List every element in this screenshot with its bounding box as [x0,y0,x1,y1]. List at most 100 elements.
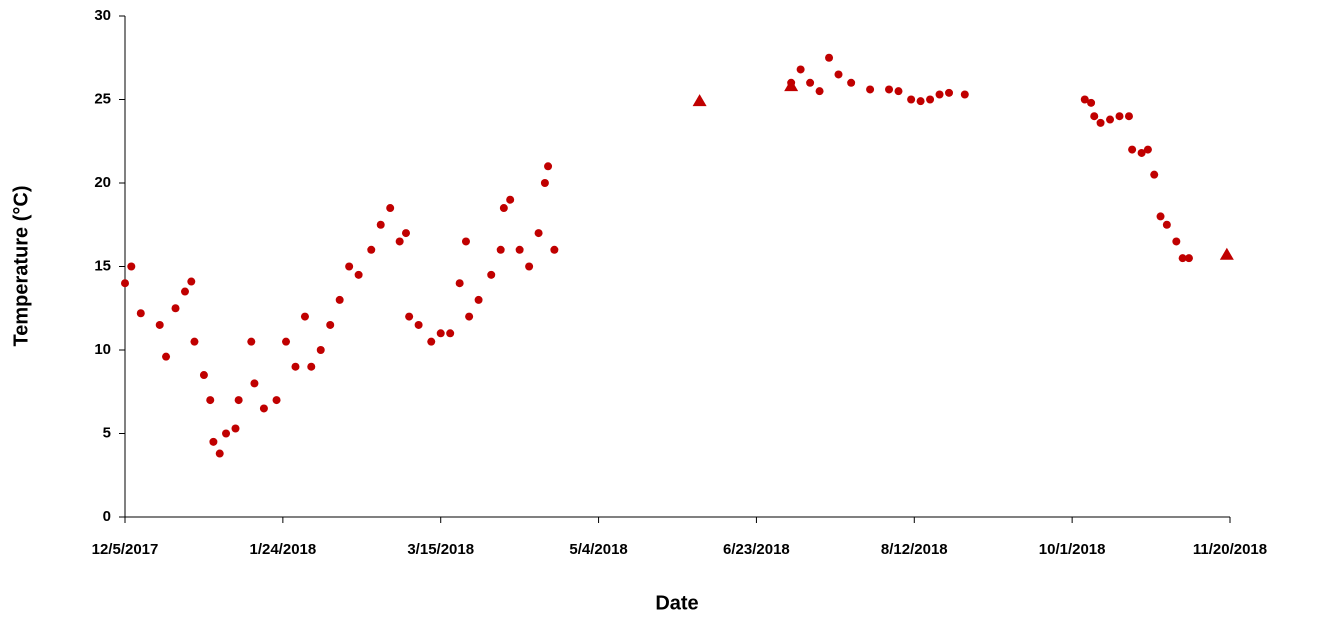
point [259,404,268,413]
point [544,162,553,171]
point [1150,170,1159,179]
point [247,337,256,346]
point [834,70,843,79]
point [1080,95,1089,104]
x-tick-label: 1/24/2018 [249,541,316,558]
point [461,237,470,246]
point [945,88,954,97]
point [1137,148,1146,157]
x-tick-label: 10/1/2018 [1039,541,1106,558]
point [496,245,505,254]
point [1143,145,1152,154]
point [525,262,534,271]
x-tick-label: 11/20/2018 [1193,541,1267,558]
point [806,78,815,87]
point [1172,237,1181,246]
point [316,346,325,354]
point [1156,212,1165,221]
point [935,90,944,99]
point [395,237,404,246]
point [326,320,335,329]
point [1096,118,1105,127]
point [121,279,129,288]
point [300,312,309,321]
point [796,65,805,74]
y-tick-label: 25 [94,90,111,107]
point [540,179,549,187]
point [209,437,218,446]
point [1178,254,1187,263]
point [401,229,410,238]
point [1184,254,1193,263]
point [405,312,414,321]
point [960,90,969,99]
y-tick-label: 15 [94,257,111,274]
point [885,85,894,94]
point [1106,115,1115,124]
point [866,85,875,94]
point [345,262,354,271]
triangle-point [784,79,799,92]
point [1124,112,1133,121]
point [367,245,376,254]
point [916,97,925,106]
point [926,95,935,104]
y-tick-label: 20 [94,174,111,191]
x-tick-label: 5/4/2018 [569,541,627,558]
point [534,229,543,238]
point [1087,98,1096,107]
point [162,352,171,361]
x-tick-label: 8/12/2018 [881,541,948,558]
point [187,277,196,286]
point [455,279,464,288]
point [231,424,240,433]
x-axis-title: Date [655,592,698,614]
point [1090,112,1099,121]
point [272,396,281,405]
point [1162,220,1171,229]
triangle-point [692,94,707,107]
triangle-point [1219,247,1234,260]
point [335,295,344,304]
point [414,320,423,329]
point [907,95,916,104]
point [427,337,436,346]
point [1128,145,1137,154]
point [386,204,395,213]
point [190,337,199,346]
point [206,396,215,405]
point [234,396,243,405]
point [825,53,834,62]
point [446,329,455,338]
point [222,429,231,438]
point [291,362,300,371]
point [136,309,145,318]
point [282,337,291,346]
y-tick-label: 5 [103,424,111,441]
point [155,320,164,329]
point [487,270,496,279]
point [515,245,524,254]
point [815,87,824,96]
x-tick-label: 12/5/2017 [92,541,159,558]
point [307,362,316,371]
point [127,262,136,271]
y-tick-label: 30 [94,7,111,24]
point [499,204,508,213]
point [506,195,515,204]
y-tick-label: 10 [94,341,111,358]
point [180,287,189,296]
point [250,379,259,388]
x-tick-label: 6/23/2018 [723,541,790,558]
point [376,220,385,229]
point [215,449,224,458]
point [354,270,363,279]
y-axis-title: Temperature (°C) [10,186,32,347]
point [436,329,445,338]
x-tick-label: 3/15/2018 [407,541,474,558]
point [1115,112,1124,121]
point [199,371,208,380]
point [550,245,559,254]
point [474,295,483,304]
